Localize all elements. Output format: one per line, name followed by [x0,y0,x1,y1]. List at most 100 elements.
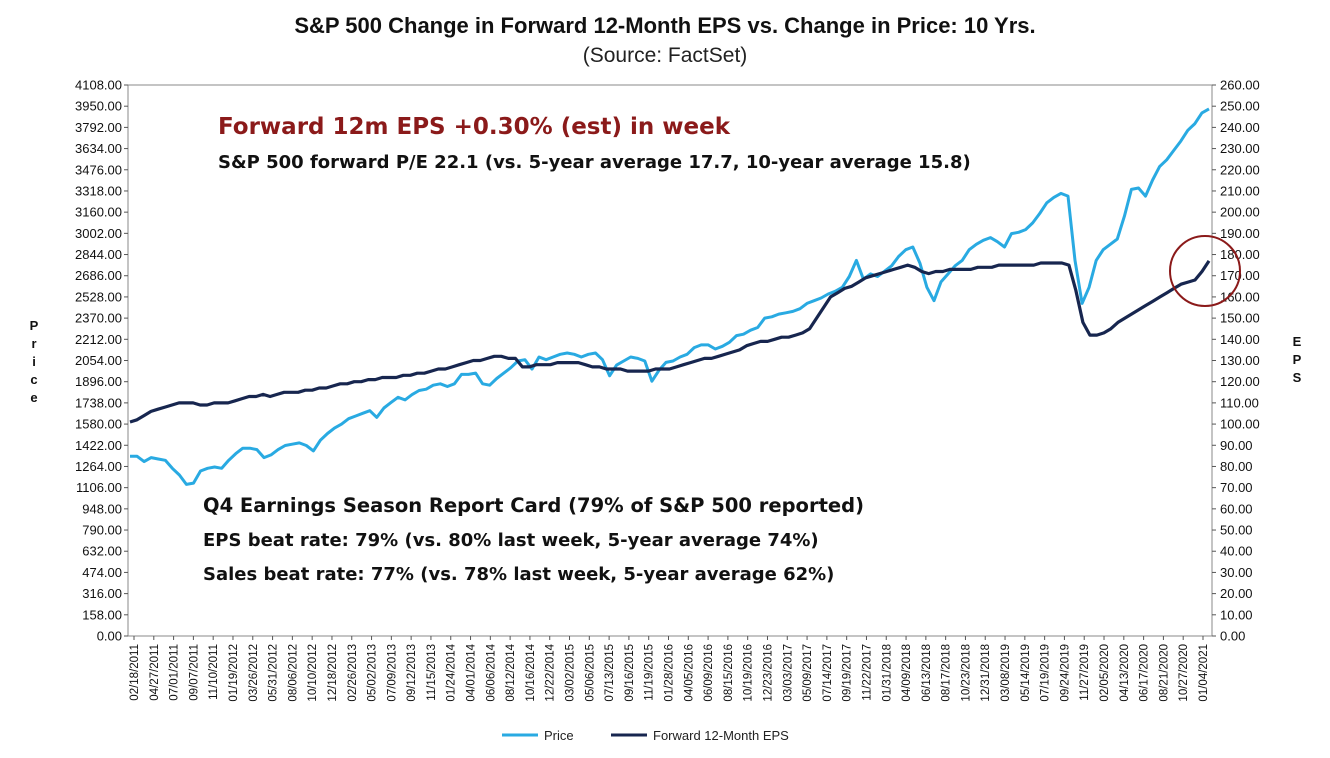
x-tick-label: 03/26/2012 [248,644,260,702]
y-left-tick-label: 1264.00 [75,459,122,474]
x-tick-label: 10/16/2014 [525,643,537,701]
y-right-tick-label: 0.00 [1220,629,1245,644]
y-left-tick-label: 3160.00 [75,205,122,220]
x-tick-label: 03/03/2017 [782,644,794,702]
x-tick-label: 06/06/2014 [485,643,497,701]
x-tick-label: 05/06/2015 [584,644,596,702]
y-left-tick-label: 4108.00 [75,78,122,93]
y-right-tick-label: 100.00 [1220,417,1260,432]
y-right-tick-label: 40.00 [1220,544,1253,559]
annotation-report-title: Q4 Earnings Season Report Card (79% of S… [203,494,864,517]
x-tick-label: 05/14/2019 [1020,644,1032,702]
x-tick-label: 07/13/2015 [604,644,616,702]
x-tick-label: 02/26/2013 [347,644,359,702]
y-right-tick-label: 30.00 [1220,565,1253,580]
x-axis: 02/18/2011 04/27/2011 07/01/2011 09/07/2011… [129,636,1210,702]
y-right-tick-label: 190.00 [1220,226,1260,241]
chart-subtitle: (Source: FactSet) [583,44,748,67]
x-tick-label: 08/06/2012 [287,644,299,702]
y-right-tick-label: 200.00 [1220,205,1260,220]
y-right-tick-label: 180.00 [1220,247,1260,262]
y-left-tick-label: 948.00 [82,501,122,516]
y-left-tick-label: 1106.00 [76,480,122,495]
y-left-tick-label: 1580.00 [75,417,122,432]
y-left-tick-label: 2212.00 [75,332,122,347]
x-tick-label: 12/23/2016 [762,644,774,702]
x-tick-label: 07/14/2017 [822,644,834,702]
x-tick-label: 07/19/2019 [1040,644,1052,702]
x-tick-label: 01/19/2012 [228,644,240,702]
x-tick-label: 04/09/2018 [901,644,913,702]
x-tick-label: 08/12/2014 [505,643,517,701]
x-tick-label: 01/28/2016 [664,644,676,702]
x-tick-label: 08/21/2020 [1158,644,1170,702]
x-tick-label: 09/16/2015 [624,644,636,702]
y-left-tick-label: 0.00 [97,629,122,644]
x-tick-label: 05/31/2012 [268,644,280,702]
y-right-tick-label: 230.00 [1220,141,1260,156]
x-tick-label: 06/17/2020 [1139,644,1151,702]
x-tick-label: 12/18/2012 [327,644,339,702]
legend: Price Forward 12-Month EPS [502,728,789,743]
x-tick-label: 01/04/2021 [1198,644,1210,702]
y-right-tick-label: 140.00 [1220,332,1260,347]
y-right-tick-label: 20.00 [1220,586,1253,601]
y-left-tick-label: 1738.00 [75,395,122,410]
y-left-tick-label: 3002.00 [75,226,122,241]
y-left-tick-label: 2054.00 [75,353,122,368]
y-left-tick-label: 790.00 [82,523,122,538]
x-tick-label: 11/10/2011 [208,644,220,700]
y-right-tick-label: 120.00 [1220,374,1260,389]
y-right-tick-label: 90.00 [1220,438,1253,453]
x-tick-label: 01/31/2018 [881,644,893,702]
y-right-tick-label: 60.00 [1220,501,1253,516]
x-tick-label: 04/01/2014 [466,643,478,701]
y-left-tick-label: 3792.00 [75,120,122,135]
y-left-tick-label: 3634.00 [75,141,122,156]
x-tick-label: 10/10/2012 [307,644,319,702]
legend-price-label: Price [544,728,574,743]
y-right-tick-label: 130.00 [1220,353,1260,368]
y-left-tick-label: 1896.00 [75,374,122,389]
y-left-tick-label: 2370.00 [75,311,122,326]
y-right-tick-label: 240.00 [1220,120,1260,135]
annotation-pe: S&P 500 forward P/E 22.1 (vs. 5-year ave… [218,152,971,173]
x-tick-label: 12/31/2018 [980,644,992,702]
x-tick-label: 04/27/2011 [149,644,161,701]
y-right-tick-label: 110.00 [1220,395,1259,410]
y-left-tick-label: 316.00 [82,586,122,601]
series-price-line [130,107,1210,486]
x-tick-label: 03/08/2019 [1000,644,1012,702]
y-axis-left: 4108.00 3950.00 3792.00 3634.00 3476.00 3318.… [75,78,128,644]
x-tick-label: 10/19/2016 [743,644,755,702]
y-left-tick-label: 2686.00 [75,268,122,283]
x-tick-label: 10/23/2018 [960,644,972,702]
y-right-tick-label: 160.00 [1220,289,1260,304]
x-tick-label: 08/17/2018 [941,644,953,702]
x-tick-label: 02/18/2011 [129,644,141,701]
x-tick-label: 09/07/2011 [188,644,200,701]
x-tick-label: 10/27/2020 [1178,644,1190,702]
y-left-tick-label: 474.00 [82,565,122,580]
x-tick-label: 03/02/2015 [565,644,577,702]
x-tick-label: 12/22/2014 [545,643,557,701]
y-right-tick-label: 210.00 [1220,183,1260,198]
y-left-tick-label: 2528.00 [75,289,122,304]
x-tick-label: 11/27/2019 [1079,644,1091,701]
y-right-tick-label: 260.00 [1220,78,1260,93]
y-left-tick-label: 158.00 [82,607,122,622]
annotation-headline: Forward 12m EPS +0.30% (est) in week [218,114,731,140]
legend-eps-label: Forward 12-Month EPS [653,728,789,743]
x-tick-label: 05/02/2013 [367,644,379,702]
x-tick-label: 11/19/2015 [644,644,656,701]
chart-title: S&P 500 Change in Forward 12-Month EPS v… [294,13,1035,38]
x-tick-label: 11/22/2017 [861,644,873,701]
y-right-tick-label: 80.00 [1220,459,1253,474]
x-tick-label: 06/13/2018 [921,644,933,702]
y-left-tick-label: 2844.00 [75,247,122,262]
y-left-tick-label: 3950.00 [75,99,122,114]
